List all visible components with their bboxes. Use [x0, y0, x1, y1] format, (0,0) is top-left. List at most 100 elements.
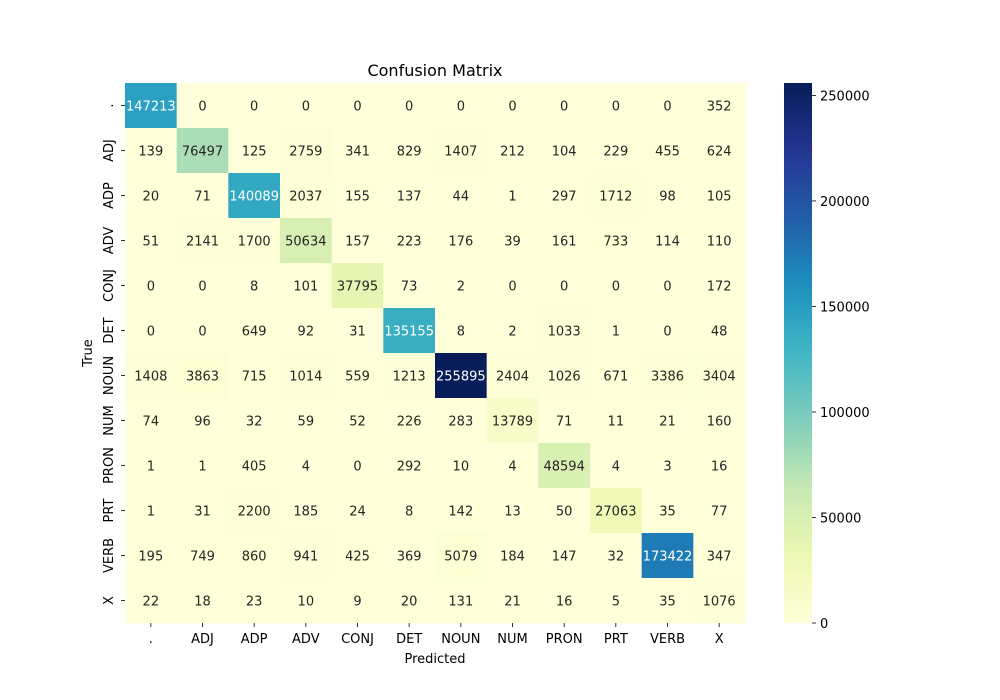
- cell-value-label: 212: [500, 145, 525, 160]
- y-axis-ticks: . ADJ ADP ADV CONJ DET NOUN NUM PRON PRT VERB X: [102, 103, 125, 605]
- cell-value-label: 32: [246, 415, 263, 430]
- cell-value-label: 98: [659, 190, 676, 205]
- cell-value-label: 11: [608, 415, 625, 430]
- x-tick-label: ADJ: [191, 632, 214, 647]
- cell-value-label: 1026: [548, 370, 581, 385]
- cell-value-label: 27063: [595, 505, 636, 520]
- cell-value-label: 0: [612, 280, 620, 295]
- cell-value-label: 0: [353, 100, 361, 115]
- cell-value-label: 5079: [444, 550, 477, 565]
- heatmap-cell: [538, 578, 591, 624]
- cell-value-label: 1: [508, 190, 516, 205]
- x-tick-label: X: [715, 632, 724, 647]
- cell-value-label: 74: [143, 415, 160, 430]
- heatmap-cell: [486, 578, 539, 624]
- cell-value-label: 32: [608, 550, 625, 565]
- heatmap-cell: [383, 578, 436, 624]
- heatmap-cell: [486, 353, 539, 399]
- x-tick-label: CONJ: [341, 632, 374, 647]
- heatmap-cell: [486, 308, 539, 354]
- heatmap-cell: [280, 353, 333, 399]
- heatmap-cell: [538, 83, 591, 129]
- heatmap-cell: [435, 173, 488, 219]
- cell-value-label: 2: [508, 325, 516, 340]
- heatmap-cell: [538, 398, 591, 444]
- cell-value-label: 0: [560, 280, 568, 295]
- cell-value-label: 733: [603, 235, 628, 250]
- cell-value-label: 176: [448, 235, 473, 250]
- x-tick-label: NUM: [497, 632, 527, 647]
- heatmap-cell: [693, 83, 746, 129]
- cell-value-label: 18: [194, 595, 211, 610]
- y-tick-label: PRT: [102, 499, 117, 523]
- cell-value-label: 283: [448, 415, 473, 430]
- heatmap-cell: [693, 443, 746, 489]
- cell-value-label: 8: [405, 505, 413, 520]
- heatmap-cell: [125, 308, 178, 354]
- heatmap-cell: [228, 353, 281, 399]
- cell-value-label: 0: [560, 100, 568, 115]
- heatmap-cell: [331, 353, 384, 399]
- heatmap-cell: [435, 443, 488, 489]
- heatmap-cell: [176, 83, 229, 129]
- heatmap-cell: [176, 443, 229, 489]
- cell-value-label: 352: [707, 100, 732, 115]
- cell-value-label: 21: [504, 595, 521, 610]
- heatmap-cell: [590, 443, 643, 489]
- y-tick-label: NOUN: [102, 356, 117, 395]
- y-tick-label: NUM: [102, 405, 117, 435]
- heatmap-cell: [125, 443, 178, 489]
- cell-value-label: 59: [298, 415, 315, 430]
- cell-value-label: 31: [349, 325, 366, 340]
- colorbar-tick-label: 250000: [820, 89, 870, 104]
- cell-value-label: 0: [612, 100, 620, 115]
- cell-value-label: 114: [655, 235, 680, 250]
- cell-value-label: 405: [242, 460, 267, 475]
- y-tick-label: ADP: [102, 182, 117, 209]
- cell-value-label: 76497: [182, 145, 223, 160]
- cell-value-label: 155: [345, 190, 370, 205]
- heatmap-cell: [538, 488, 591, 534]
- heatmap-cell: [486, 173, 539, 219]
- heatmap-cell: [590, 308, 643, 354]
- cell-value-label: 2: [457, 280, 465, 295]
- cell-value-label: 9: [353, 595, 361, 610]
- x-axis-ticks: . ADJ ADP ADV CONJ DET NOUN NUM PRON PRT VERB X: [149, 623, 724, 647]
- cell-value-label: 21: [659, 415, 676, 430]
- heatmap-cell: [331, 83, 384, 129]
- cell-value-label: 16: [556, 595, 573, 610]
- heatmap-cell: [538, 353, 591, 399]
- x-tick-label: ADV: [292, 632, 320, 647]
- cell-value-label: 0: [508, 280, 516, 295]
- heatmap-cell: [486, 488, 539, 534]
- cell-value-label: 3386: [651, 370, 684, 385]
- heatmap-cell: [383, 173, 436, 219]
- colorbar-tick-label: 200000: [820, 195, 870, 210]
- heatmap-cell: [486, 443, 539, 489]
- cell-value-label: 0: [663, 100, 671, 115]
- cell-value-label: 101: [293, 280, 318, 295]
- cell-value-label: 157: [345, 235, 370, 250]
- heatmap-cell: [331, 533, 384, 579]
- cell-value-label: 2141: [186, 235, 219, 250]
- heatmap-cell: [693, 263, 746, 309]
- cell-value-label: 1: [612, 325, 620, 340]
- heatmap-cell: [435, 83, 488, 129]
- heatmap-cell: [641, 218, 694, 264]
- cell-value-label: 48: [711, 325, 728, 340]
- heatmap-cell: [435, 578, 488, 624]
- heatmap-cell: [331, 578, 384, 624]
- cell-value-label: 671: [603, 370, 628, 385]
- heatmap-cell: [383, 308, 436, 354]
- x-tick-label: VERB: [650, 632, 685, 647]
- cell-value-label: 125: [242, 145, 267, 160]
- cell-value-label: 172: [707, 280, 732, 295]
- cell-value-label: 37795: [337, 280, 378, 295]
- x-axis-label: Predicted: [404, 652, 465, 667]
- heatmap-cell: [176, 353, 229, 399]
- cell-value-label: 341: [345, 145, 370, 160]
- heatmap-cell: [486, 533, 539, 579]
- cell-value-label: 715: [242, 370, 267, 385]
- cell-value-label: 35: [659, 505, 676, 520]
- cell-value-label: 48594: [543, 460, 584, 475]
